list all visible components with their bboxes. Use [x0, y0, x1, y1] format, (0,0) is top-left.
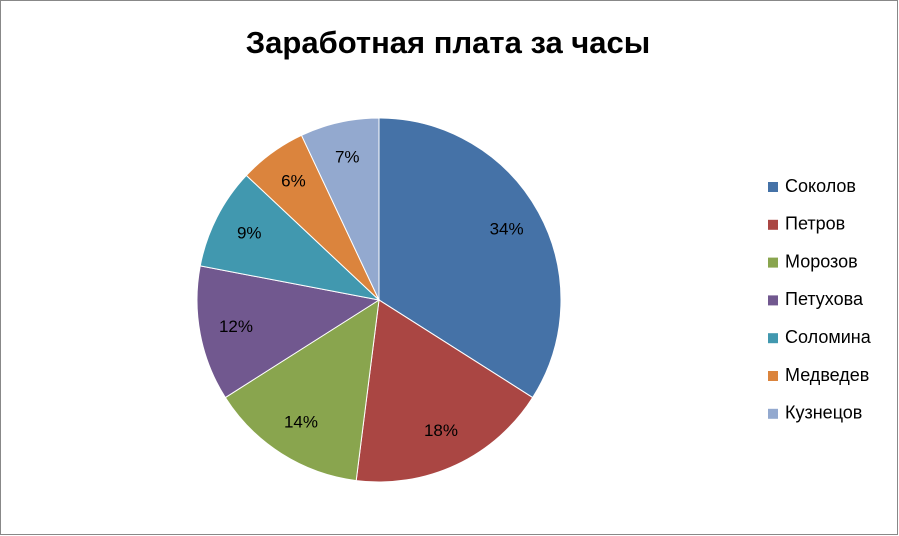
pie-slice: [196, 265, 381, 399]
legend-label: Петров: [785, 214, 845, 234]
data-label: 12%: [219, 317, 253, 336]
data-label: 18%: [424, 421, 458, 440]
data-label: 14%: [284, 412, 318, 431]
legend-label: Кузнецов: [785, 403, 862, 423]
pie-slice: [224, 299, 380, 482]
data-label: 34%: [490, 219, 524, 238]
legend-label: Медведев: [785, 365, 869, 385]
data-label: 9%: [237, 223, 262, 242]
pie-slice: [300, 117, 380, 301]
legend-label: Морозов: [785, 251, 858, 271]
legend-label: Соломина: [785, 327, 872, 347]
legend-swatch: [768, 257, 778, 268]
legend-label: Соколов: [785, 176, 856, 196]
chart-title: Заработная плата за часы: [246, 25, 651, 60]
legend-swatch: [768, 182, 778, 192]
data-label: 6%: [281, 172, 306, 191]
pie-slice: [378, 117, 562, 399]
legend-swatch: [768, 371, 778, 381]
legend-swatch: [768, 295, 778, 306]
pie-slice: [355, 299, 534, 483]
legend-label: Петухова: [785, 289, 864, 309]
legend-swatch: [768, 333, 778, 344]
legend-swatch: [768, 219, 778, 230]
pie-slice: [199, 174, 381, 301]
data-label: 7%: [335, 147, 360, 166]
legend-swatch: [768, 408, 778, 419]
